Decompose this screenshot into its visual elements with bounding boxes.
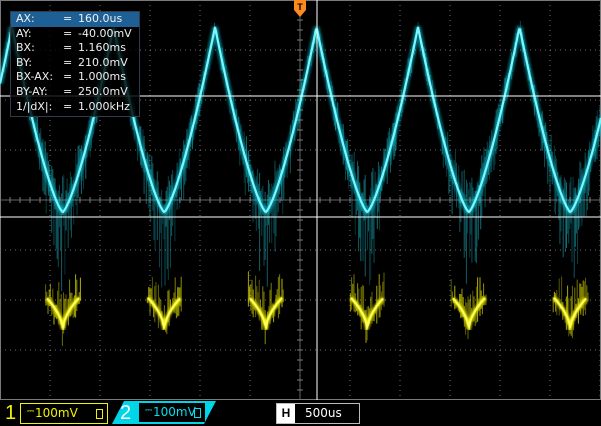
cursor-row-inverse-dx: 1/|dX|: = 1.000kHz <box>11 100 139 115</box>
equals-sign: = <box>63 84 73 98</box>
bandwidth-limit-icon <box>194 408 201 418</box>
equals-sign: = <box>63 41 73 55</box>
cursor-readout-panel: AX: = 160.0us AY: = -40.00mV BX: = 1.160ms BY:… <box>10 11 140 117</box>
cursor-row-by: BY: = 210.0mV <box>11 56 139 71</box>
timebase-value: 500us <box>305 406 342 420</box>
cursor-label: BX-AX: <box>16 70 54 84</box>
cursor-label: AX: <box>16 12 35 25</box>
cursor-row-bx: BX: = 1.160ms <box>11 41 139 56</box>
equals-sign: = <box>63 70 73 84</box>
channel1-settings-button[interactable]: ⎓ 100mV <box>20 403 108 424</box>
cursor-value: 250.0mV <box>78 84 128 98</box>
cursor-row-bx-ax: BX-AX: = 1.000ms <box>11 70 139 85</box>
channel2-number[interactable]: 2 <box>120 402 132 424</box>
horizontal-label: H <box>277 404 295 423</box>
cursor-row-ax: AX: = 160.0us <box>11 12 139 27</box>
dc-coupling-icon: ⎓ <box>27 407 35 417</box>
equals-sign: = <box>63 12 73 25</box>
equals-sign: = <box>63 26 73 40</box>
channel1-scale: 100mV <box>35 406 78 420</box>
cursor-value: 1.000ms <box>78 70 126 84</box>
cursor-value: 210.0mV <box>78 55 128 69</box>
cursor-value: 1.000kHz <box>78 99 130 113</box>
equals-sign: = <box>63 55 73 69</box>
channel2-scale: 100mV <box>153 405 196 419</box>
scope-screen: T AX: = 160.0us AY: = -40.00mV BX: = 1.160ms B… <box>0 0 601 400</box>
cursor-value: -40.00mV <box>78 26 132 40</box>
trigger-marker-icon: T <box>294 0 306 17</box>
channel1-number[interactable]: 1 <box>5 402 17 424</box>
channel2-settings-button[interactable]: ⎓ 100mV <box>139 403 205 422</box>
cursor-label: BY: <box>16 55 32 69</box>
cursor-label: BY-AY: <box>16 84 48 98</box>
status-bar: 1 ⎓ 100mV 2 ⎓ 100mV H 500us <box>0 400 601 426</box>
equals-sign: = <box>63 99 73 113</box>
svg-text:T: T <box>297 2 303 12</box>
cursor-label: AY: <box>16 26 32 40</box>
trigger-position-marker[interactable]: T <box>294 0 306 18</box>
cursor-row-by-ay: BY-AY: = 250.0mV <box>11 85 139 100</box>
cursor-value: 1.160ms <box>78 41 126 55</box>
cursor-label: 1/|dX|: <box>16 99 53 113</box>
timebase-button[interactable]: H 500us <box>276 403 360 424</box>
cursor-row-ay: AY: = -40.00mV <box>11 27 139 42</box>
cursor-value: 160.0us <box>78 12 123 25</box>
bandwidth-limit-icon <box>96 409 103 419</box>
channel1-trace <box>45 271 589 346</box>
cursor-label: BX: <box>16 41 35 55</box>
dc-coupling-icon: ⎓ <box>145 406 153 416</box>
